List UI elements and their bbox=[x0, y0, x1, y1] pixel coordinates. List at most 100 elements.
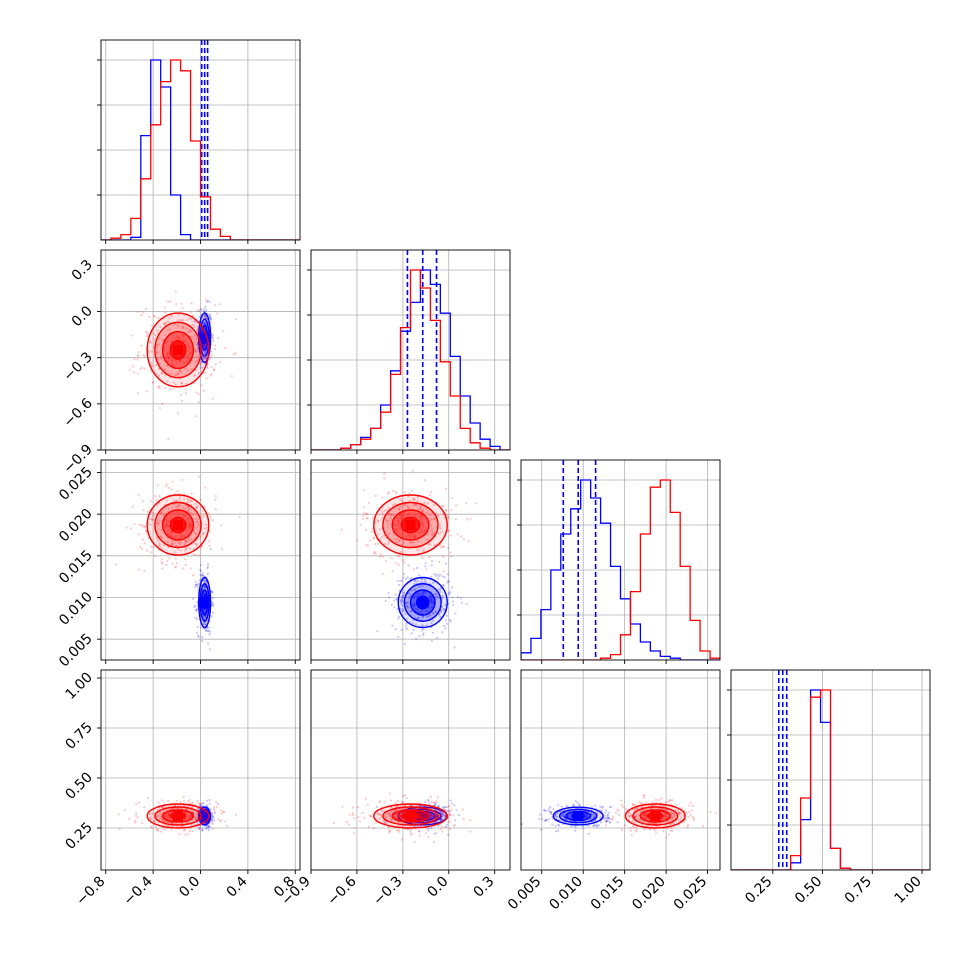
scatter-point bbox=[419, 507, 422, 510]
scatter-point bbox=[440, 819, 443, 822]
scatter-point bbox=[170, 535, 173, 538]
scatter-point bbox=[620, 799, 623, 802]
scatter-point bbox=[175, 505, 179, 508]
scatter-point bbox=[212, 806, 216, 809]
scatter-point bbox=[544, 809, 547, 813]
scatter-point bbox=[379, 813, 382, 816]
scatter-point bbox=[418, 574, 421, 577]
scatter-point bbox=[611, 818, 614, 821]
scatter-point bbox=[210, 615, 213, 618]
contour-line bbox=[199, 318, 210, 357]
scatter-point bbox=[442, 570, 446, 573]
scatter-point bbox=[417, 617, 420, 620]
scatter-point bbox=[587, 815, 590, 818]
scatter-point bbox=[443, 814, 447, 818]
scatter-point bbox=[385, 518, 388, 522]
scatter-point bbox=[208, 626, 211, 629]
scatter-point bbox=[543, 819, 546, 822]
scatter-point bbox=[423, 578, 427, 582]
scatter-point bbox=[446, 809, 449, 812]
scatter-point bbox=[398, 532, 402, 535]
scatter-point bbox=[196, 813, 199, 816]
scatter-point bbox=[222, 810, 225, 813]
scatter-point bbox=[204, 615, 208, 618]
scatter-point bbox=[435, 636, 439, 639]
scatter-point bbox=[424, 562, 427, 565]
scatter-point bbox=[445, 508, 448, 511]
scatter-point bbox=[195, 533, 198, 536]
scatter-point bbox=[675, 803, 678, 806]
scatter-point bbox=[179, 532, 183, 535]
scatter-point bbox=[406, 601, 410, 604]
scatter-point bbox=[414, 589, 417, 592]
scatter-point bbox=[238, 515, 241, 519]
scatter-point bbox=[394, 490, 397, 494]
scatter-point bbox=[401, 838, 404, 841]
scatter-point bbox=[367, 825, 370, 829]
scatter-point bbox=[203, 505, 206, 508]
scatter-point bbox=[213, 368, 216, 371]
scatter-point bbox=[442, 545, 445, 548]
scatter-point bbox=[439, 543, 442, 546]
scatter-point bbox=[422, 813, 426, 817]
scatter-point bbox=[393, 606, 396, 609]
scatter-point bbox=[185, 539, 188, 543]
scatter-point bbox=[406, 628, 409, 631]
scatter-point bbox=[632, 803, 636, 806]
scatter-point bbox=[167, 824, 170, 828]
scatter-point bbox=[671, 815, 675, 818]
contour-line bbox=[146, 494, 210, 556]
scatter-point bbox=[432, 814, 435, 818]
scatter-point bbox=[421, 521, 424, 524]
scatter-point bbox=[235, 813, 238, 816]
scatter-point bbox=[193, 532, 197, 535]
scatter-point bbox=[443, 624, 446, 628]
contour-line bbox=[199, 583, 210, 622]
scatter-point bbox=[419, 593, 422, 596]
scatter-point bbox=[182, 360, 186, 364]
scatter-point bbox=[167, 353, 171, 356]
scatter-point bbox=[179, 510, 182, 513]
scatter-point bbox=[390, 603, 393, 606]
scatter-point bbox=[175, 334, 178, 338]
scatter-point bbox=[397, 812, 400, 815]
scatter-point bbox=[407, 606, 410, 609]
scatter-point bbox=[173, 381, 176, 384]
scatter-point bbox=[207, 825, 210, 829]
scatter-point bbox=[677, 811, 680, 815]
scatter-point bbox=[352, 813, 355, 817]
scatter-point bbox=[410, 610, 413, 613]
scatter-point bbox=[416, 824, 419, 828]
scatter-point bbox=[207, 563, 210, 566]
scatter-point bbox=[156, 385, 160, 389]
scatter-point bbox=[177, 372, 180, 375]
scatter-point bbox=[141, 311, 145, 314]
scatter-point bbox=[420, 578, 423, 581]
scatter-point bbox=[642, 794, 645, 797]
scatter-point bbox=[572, 804, 575, 807]
scatter-point bbox=[614, 811, 618, 814]
scatter-point bbox=[400, 579, 404, 582]
scatter-point bbox=[419, 804, 422, 807]
scatter-point bbox=[217, 336, 220, 339]
scatter-point bbox=[163, 512, 166, 516]
scatter-point bbox=[332, 821, 335, 825]
scatter-point bbox=[209, 515, 212, 518]
scatter-point bbox=[397, 507, 401, 511]
scatter-point bbox=[187, 821, 190, 824]
scatter-point bbox=[158, 387, 161, 390]
scatter-point bbox=[150, 364, 153, 368]
scatter-point bbox=[569, 824, 572, 828]
panel-1-0 bbox=[97, 249, 301, 454]
scatter-point bbox=[363, 489, 366, 492]
scatter-point bbox=[162, 515, 165, 518]
scatter-point bbox=[193, 382, 196, 385]
scatter-point bbox=[393, 527, 397, 531]
scatter-point bbox=[192, 573, 195, 577]
scatter-point bbox=[201, 802, 204, 806]
scatter-point bbox=[361, 517, 365, 520]
histogram-blue bbox=[521, 479, 720, 660]
scatter-point bbox=[420, 581, 423, 584]
scatter-point bbox=[405, 617, 408, 620]
scatter-point bbox=[180, 319, 183, 323]
